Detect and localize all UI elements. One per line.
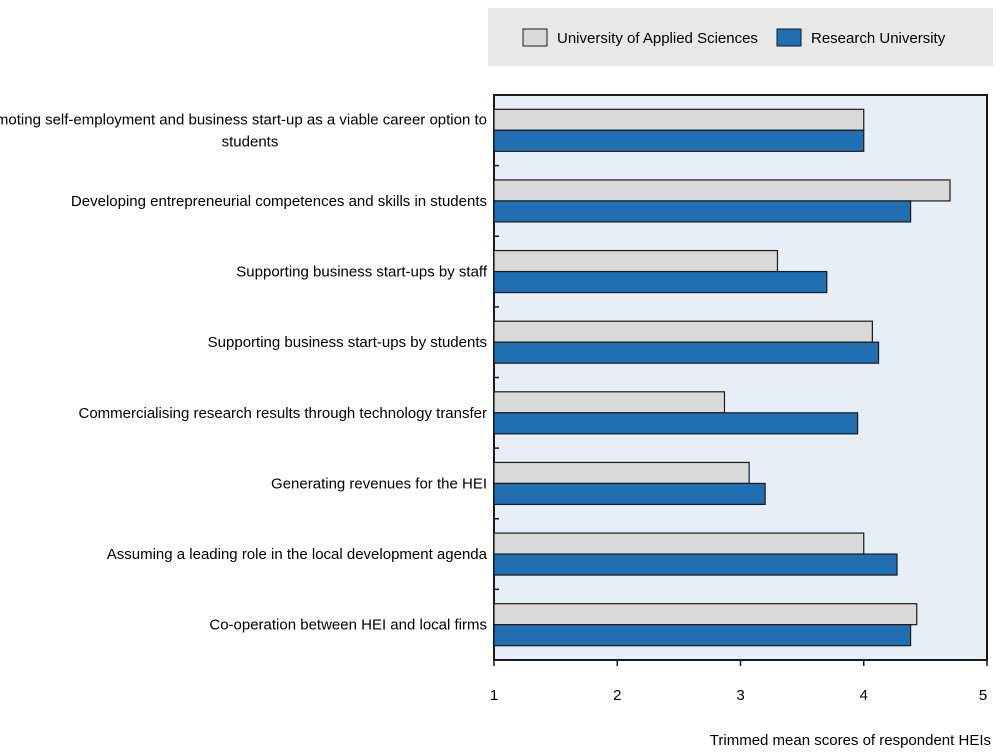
category-label-3: Supporting business start-ups by staff <box>236 264 488 281</box>
category-label-2: Developing entrepreneurial competences a… <box>71 193 487 210</box>
x-tick-label-1: 1 <box>490 687 498 704</box>
x-axis-label: Trimmed mean scores of respondent HEIs <box>710 732 991 749</box>
category-label-1-line-2: students <box>222 133 279 150</box>
legend: University of Applied Sciences Research … <box>522 28 946 47</box>
bar-research-8 <box>493 624 912 647</box>
bar-research-7 <box>493 553 898 576</box>
bar-research-5 <box>493 412 859 435</box>
bar-applied-sciences-1 <box>493 108 865 131</box>
bar-applied-sciences-5 <box>493 391 726 414</box>
category-label-8: Co-operation between HEI and local firms <box>209 617 487 634</box>
x-axis-ticks: 1 2 3 4 5 <box>490 660 988 704</box>
bar-research-1 <box>493 129 865 152</box>
legend-box <box>488 8 993 66</box>
category-label-6: Generating revenues for the HEI <box>271 475 487 492</box>
legend-swatch-applied-sciences <box>522 28 548 47</box>
bars <box>493 108 951 647</box>
category-label-5: Commercialising research results through… <box>78 405 487 422</box>
x-tick-label-5: 5 <box>979 687 987 704</box>
category-label-1-line-1: Promoting self-employment and business s… <box>0 111 487 128</box>
legend-swatch-research <box>776 28 802 47</box>
bar-applied-sciences-2 <box>493 179 951 202</box>
bar-applied-sciences-6 <box>493 461 750 485</box>
category-label-7: Assuming a leading role in the local dev… <box>107 546 488 563</box>
x-tick-label-3: 3 <box>736 687 744 704</box>
x-tick-label-4: 4 <box>860 687 868 704</box>
bar-applied-sciences-8 <box>493 603 918 626</box>
bar-applied-sciences-3 <box>493 249 779 273</box>
bar-research-6 <box>493 482 766 506</box>
bar-applied-sciences-4 <box>493 320 873 343</box>
bar-applied-sciences-7 <box>493 532 865 555</box>
x-tick-label-2: 2 <box>613 687 621 704</box>
category-labels: Promoting self-employment and business s… <box>0 111 488 633</box>
bar-research-2 <box>493 200 912 223</box>
bar-research-3 <box>493 270 828 294</box>
legend-label-research: Research University <box>811 30 946 47</box>
legend-label-applied-sciences: University of Applied Sciences <box>557 30 758 47</box>
category-label-4: Supporting business start-ups by student… <box>208 334 487 351</box>
bar-research-4 <box>493 341 880 364</box>
